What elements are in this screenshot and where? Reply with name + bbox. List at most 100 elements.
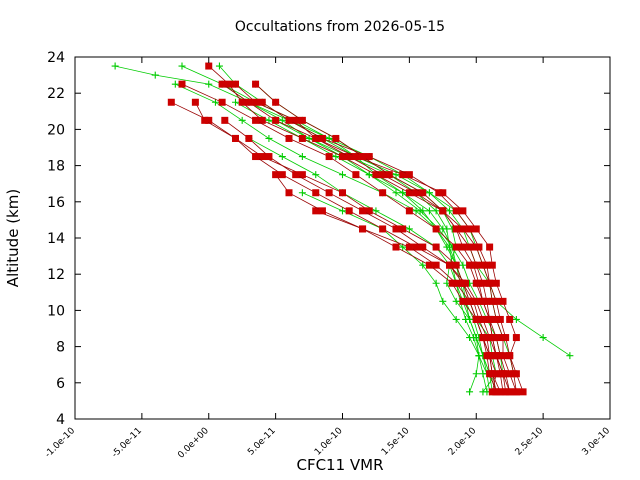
series-line: [224, 120, 507, 392]
red-profile: [218, 80, 514, 396]
data-point-square: [359, 225, 367, 233]
data-point-plus: [278, 116, 286, 124]
data-point-square: [258, 98, 266, 106]
data-point-square: [325, 153, 333, 161]
data-point-square: [258, 153, 266, 161]
data-point-plus: [472, 334, 480, 342]
data-point-square: [178, 80, 186, 88]
y-tick-label: 4: [56, 412, 65, 428]
data-point-square: [446, 261, 453, 269]
data-point-plus: [452, 315, 460, 323]
chart-title: Occultations from 2026-05-15: [235, 19, 445, 35]
y-axis-ticks: 4 6 8 10 12 14 16 18 20 22 24: [47, 50, 610, 428]
data-point-square: [475, 243, 483, 251]
data-point-plus: [205, 80, 213, 88]
data-point-square: [439, 189, 447, 197]
data-point-square: [486, 243, 494, 251]
y-tick-label: 18: [47, 159, 65, 175]
data-point-square: [466, 225, 474, 233]
data-point-square: [486, 315, 494, 323]
data-point-square: [285, 189, 293, 197]
data-point-square: [359, 207, 367, 215]
data-point-plus: [372, 207, 380, 215]
data-point-square: [492, 279, 500, 287]
data-point-plus: [215, 62, 223, 70]
y-tick-label: 20: [47, 122, 65, 138]
data-point-square: [318, 134, 326, 142]
data-point-square: [472, 297, 480, 305]
data-point-square: [272, 98, 280, 106]
data-point-square: [292, 116, 300, 124]
data-point-plus: [305, 134, 313, 142]
data-point-square: [298, 134, 306, 142]
data-point-square: [272, 171, 280, 179]
x-tick-label: -5.0e-11: [110, 426, 144, 460]
data-point-square: [459, 207, 467, 215]
data-point-plus: [399, 189, 407, 197]
x-tick-label: 1.5e-10: [380, 426, 412, 458]
data-point-square: [488, 388, 496, 396]
data-point-square: [399, 225, 407, 233]
y-tick-label: 14: [47, 231, 65, 247]
data-point-square: [372, 171, 380, 179]
data-point-square: [479, 334, 487, 342]
data-point-square: [479, 279, 487, 287]
data-point-square: [472, 315, 480, 323]
x-tick-label: 0.0e+00: [176, 426, 211, 461]
data-point-square: [332, 134, 340, 142]
data-point-square: [486, 334, 494, 342]
data-point-square: [285, 134, 293, 142]
data-point-square: [292, 171, 300, 179]
data-point-square: [506, 352, 514, 360]
data-point-plus: [178, 62, 186, 70]
data-point-square: [472, 225, 480, 233]
x-tick-label: -1.0e-10: [43, 426, 77, 460]
data-point-square: [298, 171, 306, 179]
data-point-plus: [475, 352, 483, 360]
data-point-square: [245, 134, 253, 142]
data-point-plus: [339, 207, 346, 215]
data-point-square: [232, 134, 239, 142]
x-tick-label: 1.0e-10: [313, 426, 345, 458]
data-point-square: [432, 225, 440, 233]
data-point-square: [448, 279, 456, 287]
data-point-square: [405, 189, 413, 197]
y-tick-label: 10: [47, 303, 65, 319]
data-point-square: [459, 297, 467, 305]
data-point-square: [412, 243, 420, 251]
data-point-square: [272, 116, 280, 124]
series-line: [255, 83, 488, 392]
data-point-square: [488, 261, 496, 269]
y-tick-label: 24: [47, 50, 65, 66]
data-point-square: [285, 116, 293, 124]
series-layer: [111, 62, 574, 396]
data-point-plus: [472, 370, 480, 378]
data-point-plus: [332, 153, 340, 161]
data-point-square: [352, 171, 360, 179]
data-point-square: [379, 189, 387, 197]
data-point-square: [258, 116, 266, 124]
data-point-plus: [265, 116, 273, 124]
data-point-square: [218, 98, 226, 106]
data-point-square: [325, 189, 333, 197]
data-point-square: [345, 153, 353, 161]
x-tick-label: 3.0e-10: [581, 426, 613, 458]
x-tick-label: 2.5e-10: [514, 426, 546, 458]
data-point-square: [405, 171, 413, 179]
data-point-plus: [539, 334, 547, 342]
data-point-square: [479, 297, 487, 305]
data-point-square: [245, 98, 253, 106]
data-point-square: [405, 243, 413, 251]
data-point-square: [486, 279, 494, 287]
x-axis-ticks: -1.0e-10 -5.0e-11 0.0e+00 5.0e-11 1.0e-10 1.5…: [43, 57, 612, 461]
data-point-plus: [425, 189, 433, 197]
data-point-square: [502, 334, 510, 342]
data-point-square: [452, 279, 460, 287]
green-profile: [171, 80, 500, 396]
data-point-square: [432, 243, 440, 251]
data-point-square: [492, 315, 500, 323]
green-profile: [252, 80, 491, 396]
data-point-square: [218, 80, 226, 88]
data-point-square: [488, 297, 496, 305]
